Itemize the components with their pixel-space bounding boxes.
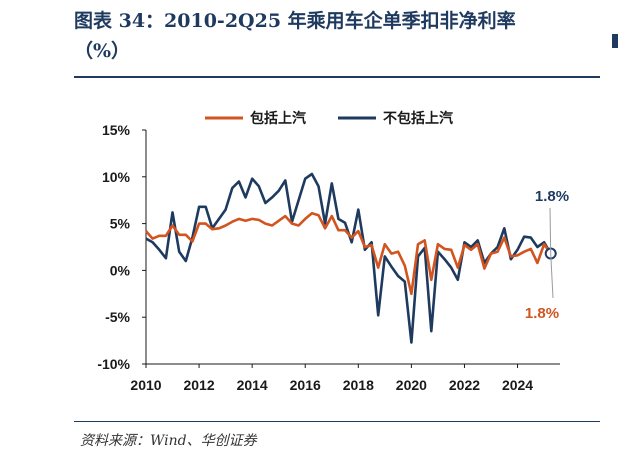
y-tick-label: 10% — [102, 169, 131, 185]
x-tick-label: 2022 — [449, 377, 480, 393]
chart-title-line2: （%） — [74, 40, 131, 62]
x-tick-label: 2020 — [396, 377, 427, 393]
chart-title-line1: 图表 34：2010-2Q25 年乘用车企单季扣非净利率 — [74, 10, 516, 32]
annotation-leader-0 — [549, 207, 552, 254]
annotation-label-0: 1.8% — [535, 188, 569, 205]
x-tick-label: 2010 — [130, 377, 161, 393]
x-tick-label: 2024 — [502, 377, 533, 393]
annotation-leader-1 — [550, 253, 554, 299]
chart-title: 图表 34：2010-2Q25 年乘用车企单季扣非净利率 （%） — [74, 6, 594, 66]
legend-label-0: 包括上汽 — [250, 110, 306, 127]
x-tick-label: 2012 — [183, 377, 214, 393]
x-tick-label: 2016 — [290, 377, 321, 393]
x-tick-label: 2014 — [237, 377, 268, 393]
y-tick-label: 15% — [102, 122, 131, 138]
title-divider — [74, 76, 600, 78]
y-tick-label: -5% — [105, 309, 130, 325]
source-note: 资料来源：Wind、华创证券 — [80, 433, 257, 449]
source-divider — [74, 421, 600, 422]
y-tick-label: 0% — [110, 262, 131, 278]
edge-decoration — [612, 34, 618, 48]
legend-label-1: 不包括上汽 — [383, 110, 453, 127]
y-tick-label: -10% — [97, 356, 130, 372]
series-line-incl-saic — [145, 212, 552, 296]
x-tick-label: 2018 — [343, 377, 374, 393]
annotation-label-1: 1.8% — [525, 305, 559, 322]
y-tick-label: 5% — [110, 216, 131, 232]
